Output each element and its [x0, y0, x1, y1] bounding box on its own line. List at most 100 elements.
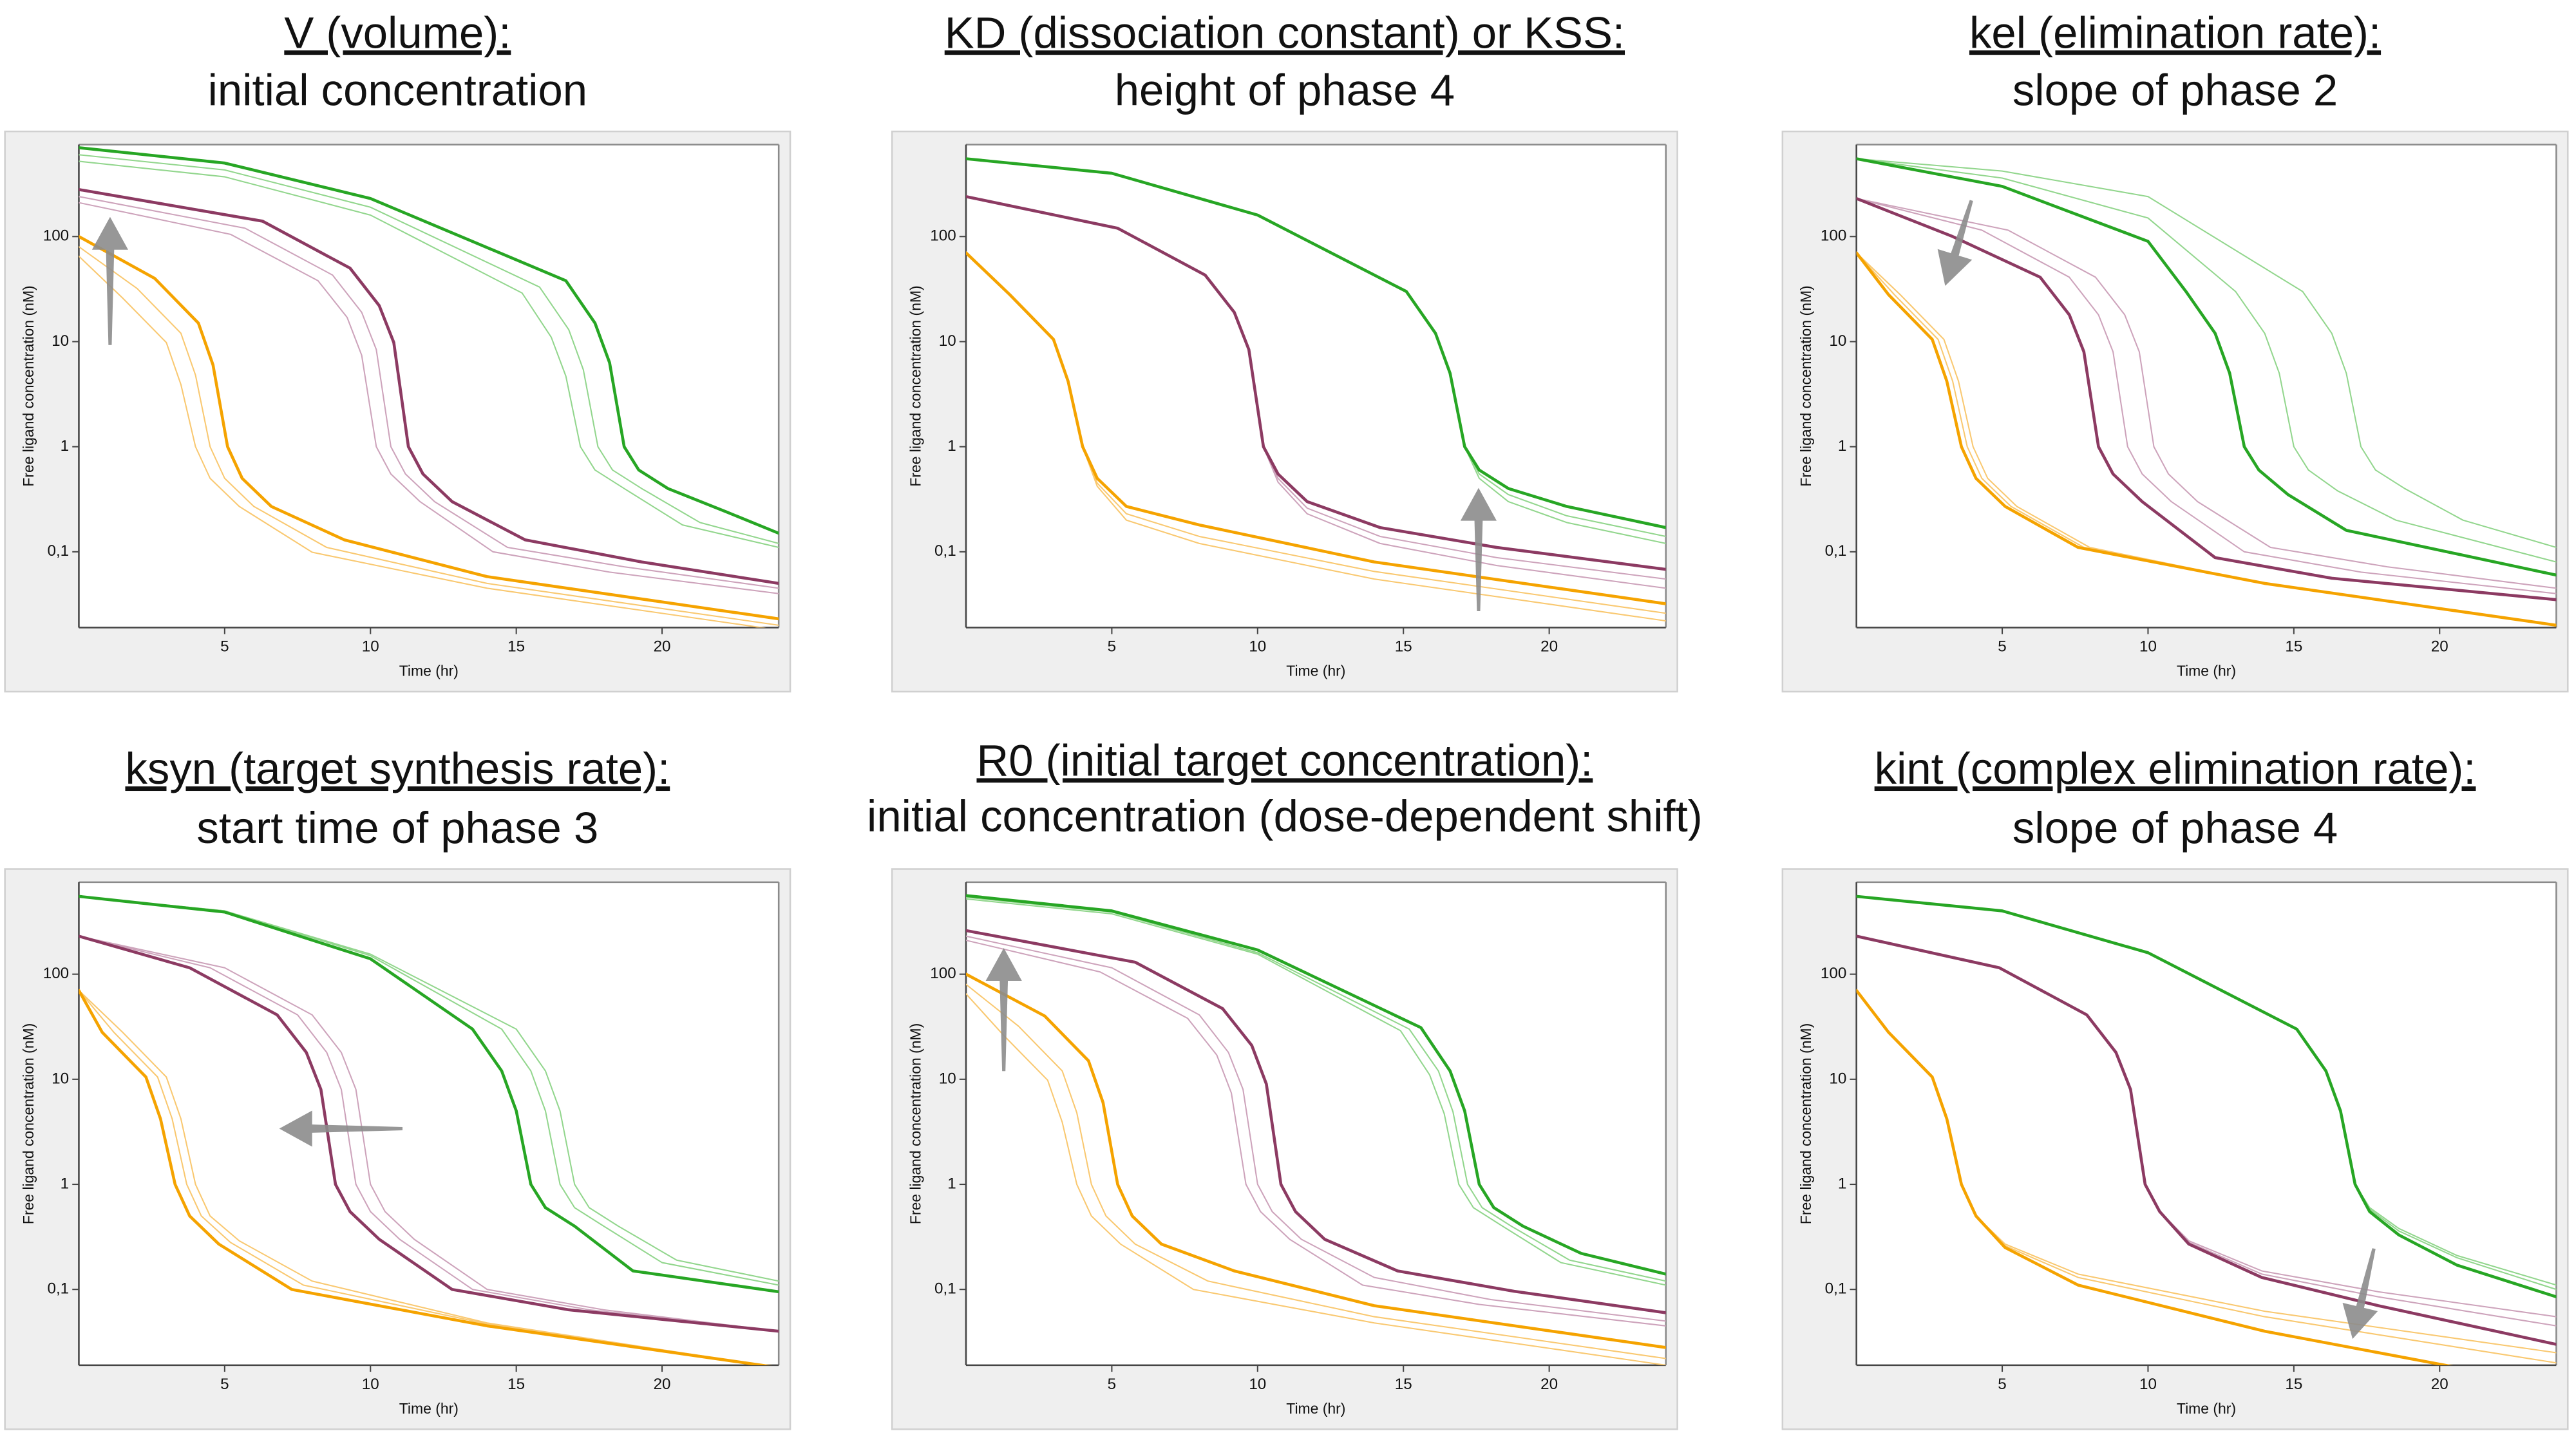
- series-line: [1856, 158, 2557, 563]
- chart-panel: kint (complex elimination rate): slope of…: [1781, 744, 2569, 1430]
- series-line: [966, 194, 1666, 571]
- y-tick-label: 0,1: [1825, 542, 1847, 560]
- y-tick-label: 0,1: [1825, 1280, 1847, 1298]
- y-tick-label: 10: [1829, 1070, 1846, 1087]
- x-tick-label: 5: [220, 1376, 229, 1393]
- x-tick-label: 15: [1395, 638, 1412, 656]
- series-line: [79, 196, 779, 589]
- x-tick-label: 15: [2285, 1376, 2302, 1393]
- y-tick-label: 10: [939, 1070, 956, 1087]
- series-line: [1856, 989, 2453, 1365]
- x-tick-label: 10: [362, 1376, 379, 1393]
- chart-subtitle: initial concentration (dose-dependent sh…: [867, 791, 1703, 841]
- x-tick-label: 5: [1998, 638, 2006, 656]
- x-tick-label: 15: [507, 638, 525, 656]
- series-line: [79, 234, 779, 621]
- series-line: [79, 935, 779, 1332]
- y-tick-label: 0,1: [47, 1280, 69, 1298]
- x-tick-label: 20: [2431, 1376, 2448, 1393]
- chart-title: V (volume):: [284, 8, 511, 57]
- series-group: [79, 895, 779, 1365]
- y-tick-label: 100: [930, 965, 956, 982]
- series-group: [1856, 895, 2557, 1365]
- series-line: [79, 188, 779, 585]
- y-tick-label: 100: [1821, 965, 1846, 982]
- series-line: [79, 246, 779, 626]
- chart-title: ksyn (target synthesis rate):: [125, 744, 670, 793]
- annotation-arrow: [91, 216, 128, 345]
- x-axis-label: Time (hr): [399, 1400, 459, 1417]
- y-tick-label: 1: [61, 437, 69, 455]
- series-line: [1856, 158, 2557, 549]
- x-axis-label: Time (hr): [2177, 1400, 2236, 1417]
- y-tick-label: 0,1: [47, 542, 69, 560]
- series-line: [1856, 934, 2557, 1346]
- series-line: [79, 895, 779, 1294]
- series-group: [79, 146, 779, 628]
- series-line: [79, 934, 779, 1333]
- y-axis-label: Free ligand concentration (nM): [20, 1023, 37, 1224]
- y-tick-label: 1: [947, 1175, 956, 1192]
- chart-subtitle: height of phase 4: [1115, 66, 1455, 115]
- y-tick-label: 10: [52, 332, 69, 350]
- series-line: [79, 989, 772, 1365]
- chart-title: R0 (initial target concentration):: [976, 735, 1593, 785]
- x-tick-label: 5: [1108, 1376, 1116, 1393]
- series-line: [1856, 198, 2557, 594]
- x-tick-label: 20: [654, 1376, 671, 1393]
- x-tick-label: 15: [507, 1376, 525, 1393]
- annotation-arrow: [985, 947, 1022, 1072]
- series-line: [966, 896, 1666, 1282]
- chart-title: kel (elimination rate):: [1969, 8, 2381, 57]
- y-tick-label: 10: [52, 1070, 69, 1087]
- x-tick-label: 10: [362, 638, 379, 656]
- y-tick-label: 100: [43, 965, 69, 982]
- x-axis-label: Time (hr): [2177, 662, 2236, 679]
- chart-title: KD (dissociation constant) or KSS:: [945, 8, 1625, 57]
- series-line: [79, 154, 779, 544]
- y-tick-label: 100: [1821, 227, 1846, 245]
- series-line: [79, 895, 779, 1286]
- y-tick-label: 1: [1838, 437, 1846, 455]
- x-tick-label: 15: [2285, 638, 2302, 656]
- x-axis-label: Time (hr): [1286, 1400, 1345, 1417]
- x-tick-label: 20: [654, 638, 671, 656]
- y-tick-label: 10: [939, 332, 956, 350]
- plot-area: [79, 882, 779, 1365]
- x-tick-label: 5: [1108, 638, 1116, 656]
- plot-area: [1856, 882, 2557, 1365]
- chart-subtitle: start time of phase 3: [196, 803, 598, 853]
- series-line: [79, 989, 767, 1365]
- x-tick-label: 20: [1540, 638, 1558, 656]
- plot-area: [1856, 144, 2557, 628]
- chart-panel: V (volume): initial concentration 100 10 1 0,…: [4, 8, 791, 693]
- series-line: [79, 160, 779, 549]
- series-line: [966, 929, 1666, 1314]
- y-tick-label: 10: [1829, 332, 1846, 350]
- plot-area: [79, 144, 779, 628]
- x-tick-label: 15: [1395, 1376, 1412, 1393]
- x-tick-label: 10: [2139, 638, 2157, 656]
- plot-area: [966, 144, 1666, 628]
- series-line: [966, 940, 1666, 1327]
- series-line: [79, 255, 766, 628]
- y-axis-label: Free ligand concentration (nM): [1797, 1023, 1814, 1224]
- series-line: [966, 993, 1666, 1365]
- x-tick-label: 10: [1249, 1376, 1266, 1393]
- series-group: [966, 894, 1666, 1365]
- chart-subtitle: slope of phase 4: [2012, 803, 2338, 853]
- series-line: [79, 935, 779, 1332]
- series-line: [1856, 198, 2557, 589]
- x-tick-label: 5: [220, 638, 229, 656]
- y-tick-label: 100: [43, 227, 69, 245]
- series-line: [1856, 196, 2557, 601]
- series-line: [966, 894, 1666, 1276]
- x-tick-label: 20: [2431, 638, 2448, 656]
- series-group: [966, 157, 1666, 622]
- x-tick-label: 20: [1540, 1376, 1558, 1393]
- plot-area: [966, 882, 1666, 1365]
- x-tick-label: 5: [1998, 1376, 2006, 1393]
- series-line: [966, 157, 1666, 529]
- chart-title: kint (complex elimination rate):: [1875, 744, 2476, 793]
